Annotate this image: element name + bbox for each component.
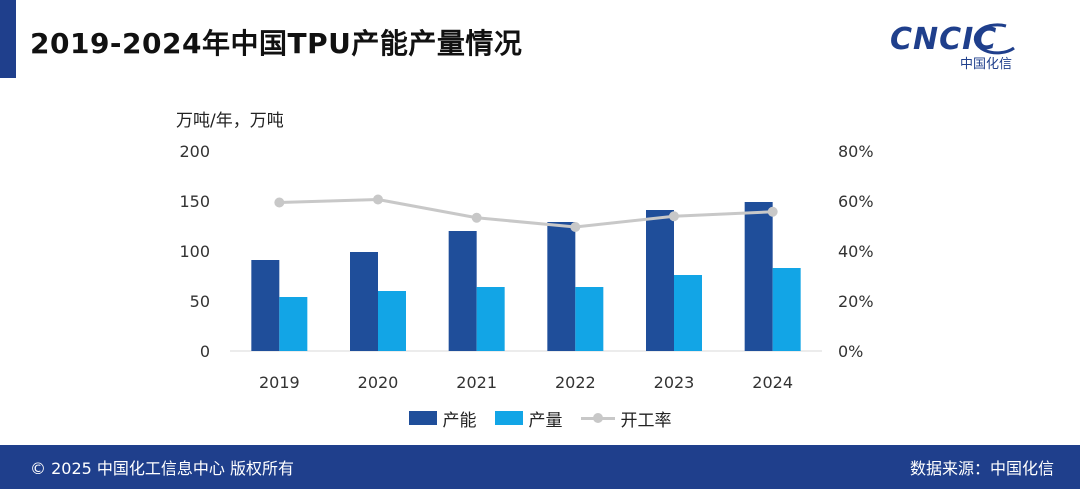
bar-capacity (646, 210, 674, 351)
y2-tick-label: 60% (838, 192, 874, 211)
utilization-point (471, 212, 482, 223)
legend-item-utilization: 开工率 (580, 406, 672, 431)
bar-output (674, 275, 702, 351)
footer-source: 数据来源：中国化信 (909, 459, 1054, 478)
page-title: 2019-2024年中国TPU产能产量情况 (30, 27, 523, 60)
x-tick-label: 2023 (654, 373, 695, 392)
y-tick-label: 200 (179, 142, 210, 161)
bar-output (378, 291, 406, 351)
logo-subtext: 中国化信 (960, 57, 1012, 72)
y2-tick-label: 0% (838, 342, 863, 361)
bar-capacity (350, 252, 378, 351)
x-tick-label: 2022 (555, 373, 596, 392)
legend-swatch-output (494, 411, 523, 425)
legend-label-utilization: 开工率 (620, 410, 672, 431)
legend-item-output: 产量 (494, 406, 563, 431)
legend-label-output: 产量 (528, 410, 563, 431)
utilization-line (279, 197, 773, 229)
legend-label-capacity: 产能 (442, 410, 477, 431)
y2-tick-label: 80% (838, 142, 874, 161)
bar-output (476, 287, 505, 351)
x-tick-label: 2021 (456, 373, 497, 392)
cncic-logo: CNCIC 中国化信 (890, 22, 1015, 72)
bar-capacity (251, 260, 280, 351)
footer-copyright: © 2025 中国化工信息中心 版权所有 (30, 459, 294, 478)
title-accent-bar (0, 0, 16, 78)
y-tick-label: 50 (190, 292, 210, 311)
bar-capacity (547, 222, 576, 351)
chart-legend: 产能 产量 开工率 (0, 406, 1080, 431)
footer-bar: © 2025 中国化工信息中心 版权所有 数据来源：中国化信 (0, 445, 1080, 489)
y2-tick-label: 40% (838, 242, 874, 261)
utilization-point (767, 206, 778, 217)
bar-output (575, 287, 604, 351)
x-tick-label: 2019 (259, 373, 300, 392)
bar-capacity (448, 231, 477, 351)
y-axis-unit-label: 万吨/年，万吨 (176, 111, 284, 131)
x-tick-label: 2024 (752, 373, 793, 392)
y2-tick-label: 20% (838, 292, 874, 311)
y-tick-label: 100 (179, 242, 210, 261)
y-tick-label: 0 (200, 342, 210, 361)
utilization-point (669, 211, 679, 222)
legend-swatch-capacity (408, 411, 437, 425)
legend-swatch-utilization (580, 411, 615, 425)
utilization-point (373, 194, 383, 205)
utilization-point (570, 222, 581, 232)
utilization-point (274, 197, 285, 208)
bar-output (772, 268, 801, 351)
logo-text: CNCIC (890, 22, 997, 57)
legend-item-capacity: 产能 (408, 406, 477, 431)
x-tick-label: 2020 (358, 373, 399, 392)
bar-output (279, 297, 308, 351)
bar-capacity (744, 202, 773, 351)
y-tick-label: 150 (179, 192, 210, 211)
